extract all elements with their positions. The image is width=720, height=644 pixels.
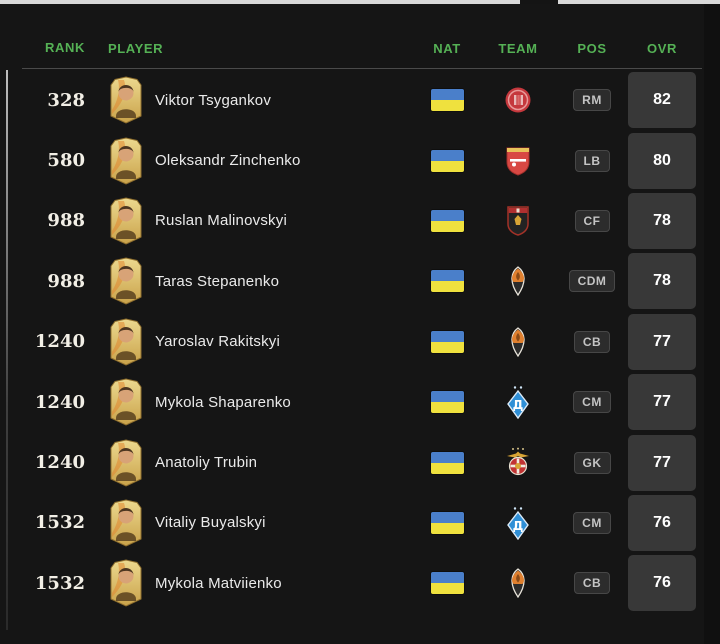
team-badge-cell: Д — [502, 324, 534, 360]
dynamo-badge-icon: Д — [505, 506, 531, 540]
player-name[interactable]: Vitaliy Buyalskyi — [155, 514, 266, 532]
table-header-row: RANK PLAYER NAT TEAM POS OVR — [0, 28, 720, 68]
player-name[interactable]: Ruslan Malinovskyi — [155, 212, 287, 230]
position-badge: LB — [574, 149, 610, 172]
player-card-thumbnail-icon[interactable] — [108, 559, 144, 607]
overall-rating-cell[interactable]: 82 — [628, 72, 696, 129]
arsenal-badge-icon — [504, 146, 532, 176]
player-name[interactable]: Mykola Matviienko — [155, 574, 282, 592]
team-badge-cell: Д — [502, 263, 534, 299]
header-rank[interactable]: RANK — [45, 40, 85, 55]
overall-rating-cell[interactable]: 76 — [628, 555, 696, 612]
position-badge: CF — [574, 209, 610, 232]
ukraine-flag-icon — [430, 209, 464, 232]
rank-value: 580 — [47, 150, 85, 172]
girona-badge-icon — [504, 86, 532, 114]
player-table-body: 328 Viktor Tsygankov — [0, 70, 720, 614]
header-player[interactable]: PLAYER — [108, 40, 164, 56]
overall-rating-cell[interactable]: 80 — [628, 132, 696, 189]
player-name[interactable]: Taras Stepanenko — [155, 272, 280, 290]
table-row[interactable]: 328 Viktor Tsygankov — [0, 70, 720, 130]
svg-text:Д: Д — [513, 519, 524, 533]
rank-value: 1532 — [34, 512, 85, 534]
team-badge-cell: Д — [502, 505, 534, 541]
team-badge-cell: Д — [502, 82, 534, 118]
team-badge-cell: Д — [502, 565, 534, 601]
team-badge-cell: Д — [502, 203, 534, 239]
position-badge: CB — [573, 572, 611, 595]
rank-value: 328 — [47, 89, 85, 111]
team-badge-cell: Д — [502, 384, 534, 420]
ukraine-flag-icon — [430, 149, 464, 172]
table-row[interactable]: 988 Taras Stepanenko — [0, 251, 720, 311]
position-badge: CM — [573, 391, 611, 414]
top-border-strip — [0, 0, 720, 4]
player-card-thumbnail-icon[interactable] — [108, 137, 144, 185]
position-badge: GK — [573, 451, 611, 474]
position-badge: CM — [573, 511, 611, 534]
table-row[interactable]: 988 Ruslan Malinovskyi — [0, 191, 720, 251]
table-row[interactable]: 1240 Anatoliy Trubin — [0, 432, 720, 492]
ukraine-flag-icon — [430, 511, 464, 534]
player-name[interactable]: Mykola Shaparenko — [155, 393, 291, 411]
benfica-badge-icon — [505, 447, 531, 479]
overall-rating-cell[interactable]: 77 — [628, 434, 696, 491]
team-badge-cell: Д — [502, 445, 534, 481]
ukraine-flag-icon — [430, 270, 464, 293]
overall-rating-cell[interactable]: 76 — [628, 494, 696, 551]
table-row[interactable]: 1240 Yaroslav Rakitskyi — [0, 312, 720, 372]
overall-rating-cell[interactable]: 77 — [628, 374, 696, 431]
header-pos[interactable]: POS — [577, 40, 607, 56]
ukraine-flag-icon — [430, 330, 464, 353]
shakhtar-badge-icon — [506, 326, 530, 357]
rank-value: 988 — [47, 270, 85, 292]
player-card-thumbnail-icon[interactable] — [108, 257, 144, 305]
rank-value: 1532 — [34, 572, 85, 594]
position-badge: RM — [573, 89, 611, 112]
header-divider — [22, 68, 702, 69]
team-badge-cell: Д — [502, 143, 534, 179]
table-left-border — [6, 70, 8, 630]
header-ovr[interactable]: OVR — [647, 40, 677, 56]
overall-rating-cell[interactable]: 78 — [628, 192, 696, 249]
player-name[interactable]: Viktor Tsygankov — [155, 91, 272, 109]
player-card-thumbnail-icon[interactable] — [108, 76, 144, 124]
top-border-gap — [520, 0, 558, 4]
rank-value: 1240 — [34, 331, 85, 353]
overall-rating-cell[interactable]: 77 — [628, 313, 696, 370]
player-name[interactable]: Yaroslav Rakitskyi — [155, 333, 281, 351]
player-name[interactable]: Oleksandr Zinchenko — [155, 152, 301, 170]
shakhtar-badge-icon — [506, 266, 530, 297]
header-nat[interactable]: NAT — [433, 40, 461, 56]
rank-value: 1240 — [34, 391, 85, 413]
player-card-thumbnail-icon[interactable] — [108, 439, 144, 487]
rank-value: 1240 — [34, 452, 85, 474]
player-card-thumbnail-icon[interactable] — [108, 197, 144, 245]
ukraine-flag-icon — [430, 451, 464, 474]
position-badge: CB — [573, 330, 611, 353]
ukraine-flag-icon — [430, 572, 464, 595]
table-row[interactable]: 580 Oleksandr Zinchenko — [0, 130, 720, 190]
table-row[interactable]: 1532 Mykola Matviienko — [0, 553, 720, 613]
player-card-thumbnail-icon[interactable] — [108, 499, 144, 547]
right-gutter — [704, 4, 720, 644]
shakhtar-badge-icon — [506, 568, 530, 599]
player-card-thumbnail-icon[interactable] — [108, 318, 144, 366]
overall-rating-cell[interactable]: 78 — [628, 253, 696, 310]
player-name[interactable]: Anatoliy Trubin — [155, 454, 258, 472]
position-badge: CDM — [568, 270, 616, 293]
header-team[interactable]: TEAM — [498, 40, 538, 56]
table-row[interactable]: 1240 Mykola Shaparenko — [0, 372, 720, 432]
table-row[interactable]: 1532 Vitaliy Buyalskyi — [0, 493, 720, 553]
dynamo-badge-icon: Д — [505, 385, 531, 420]
ukraine-flag-icon — [430, 391, 464, 414]
rank-value: 988 — [47, 210, 85, 232]
ukraine-flag-icon — [430, 89, 464, 112]
genoa-badge-icon — [506, 206, 530, 236]
player-card-thumbnail-icon[interactable] — [108, 378, 144, 426]
svg-text:Д: Д — [513, 398, 524, 412]
